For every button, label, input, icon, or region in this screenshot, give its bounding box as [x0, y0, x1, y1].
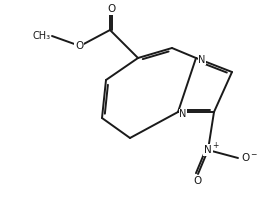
Text: O: O — [194, 176, 202, 186]
Text: O: O — [107, 4, 115, 14]
Text: N: N — [179, 109, 187, 119]
Text: O: O — [75, 41, 83, 51]
Text: +: + — [212, 142, 218, 150]
Text: CH₃: CH₃ — [33, 31, 51, 41]
Text: O: O — [241, 153, 249, 163]
Text: −: − — [250, 150, 256, 160]
Text: N: N — [198, 55, 206, 65]
Text: N: N — [204, 145, 212, 155]
